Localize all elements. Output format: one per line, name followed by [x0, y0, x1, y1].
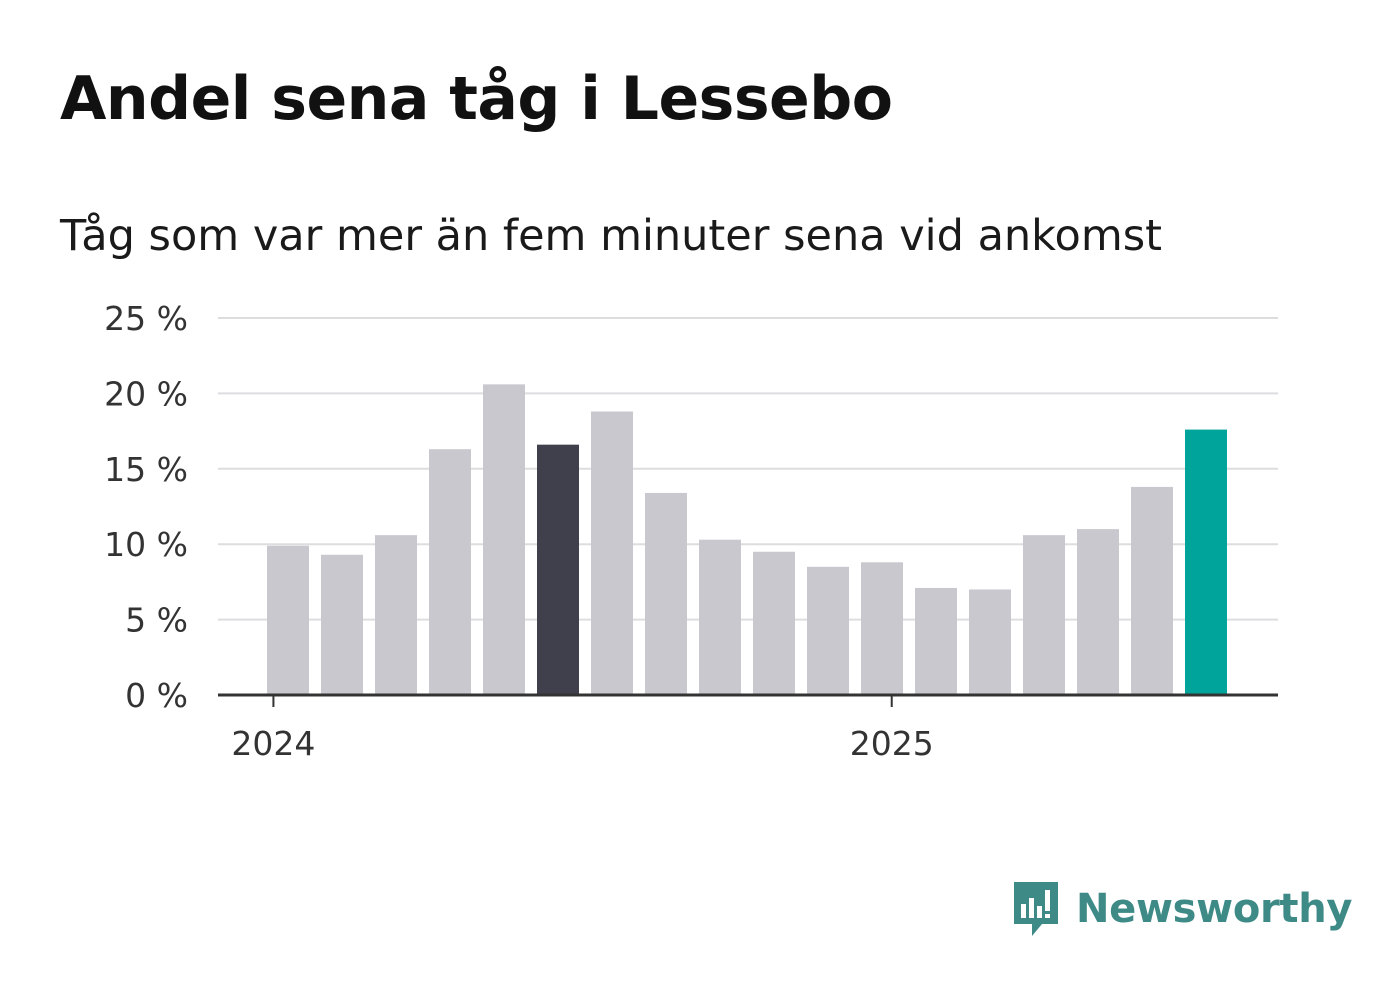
- bar: [699, 539, 741, 695]
- bar: [537, 444, 579, 695]
- bar: [645, 492, 687, 695]
- bar: [915, 587, 957, 695]
- bar: [483, 384, 525, 695]
- y-tick-label: 25 %: [104, 299, 188, 338]
- y-tick-label: 5 %: [125, 601, 188, 640]
- chart-subtitle: Tåg som var mer än fem minuter sena vid …: [60, 211, 1163, 261]
- bar: [753, 551, 795, 695]
- bar: [1185, 429, 1227, 695]
- bar: [807, 566, 849, 695]
- bar: [267, 545, 309, 695]
- bar: [1077, 529, 1119, 695]
- y-tick-label: 20 %: [104, 374, 188, 413]
- bar: [861, 562, 903, 695]
- y-axis-labels: 0 % 5 % 10 % 15 % 20 % 25 %: [104, 299, 188, 715]
- chart-title: Andel sena tåg i Lessebo: [60, 64, 893, 134]
- bar: [969, 589, 1011, 695]
- bar: [591, 411, 633, 695]
- y-tick-label: 0 %: [125, 676, 188, 715]
- bar: [375, 535, 417, 695]
- x-axis: [218, 693, 1278, 707]
- y-tick-label: 15 %: [104, 450, 188, 489]
- x-tick-label: 2024: [231, 724, 315, 763]
- x-tick-label: 2025: [850, 724, 934, 763]
- newsworthy-logo-icon: [1014, 882, 1058, 936]
- brand-name: Newsworthy: [1076, 886, 1353, 932]
- y-tick-label: 10 %: [104, 525, 188, 564]
- bar: [321, 554, 363, 695]
- bar: [1131, 486, 1173, 695]
- x-axis-labels: 2024 2025: [231, 724, 933, 763]
- bar: [1023, 535, 1065, 695]
- bars: [267, 384, 1227, 695]
- brand-logo: Newsworthy: [1010, 877, 1353, 941]
- bar: [429, 449, 471, 695]
